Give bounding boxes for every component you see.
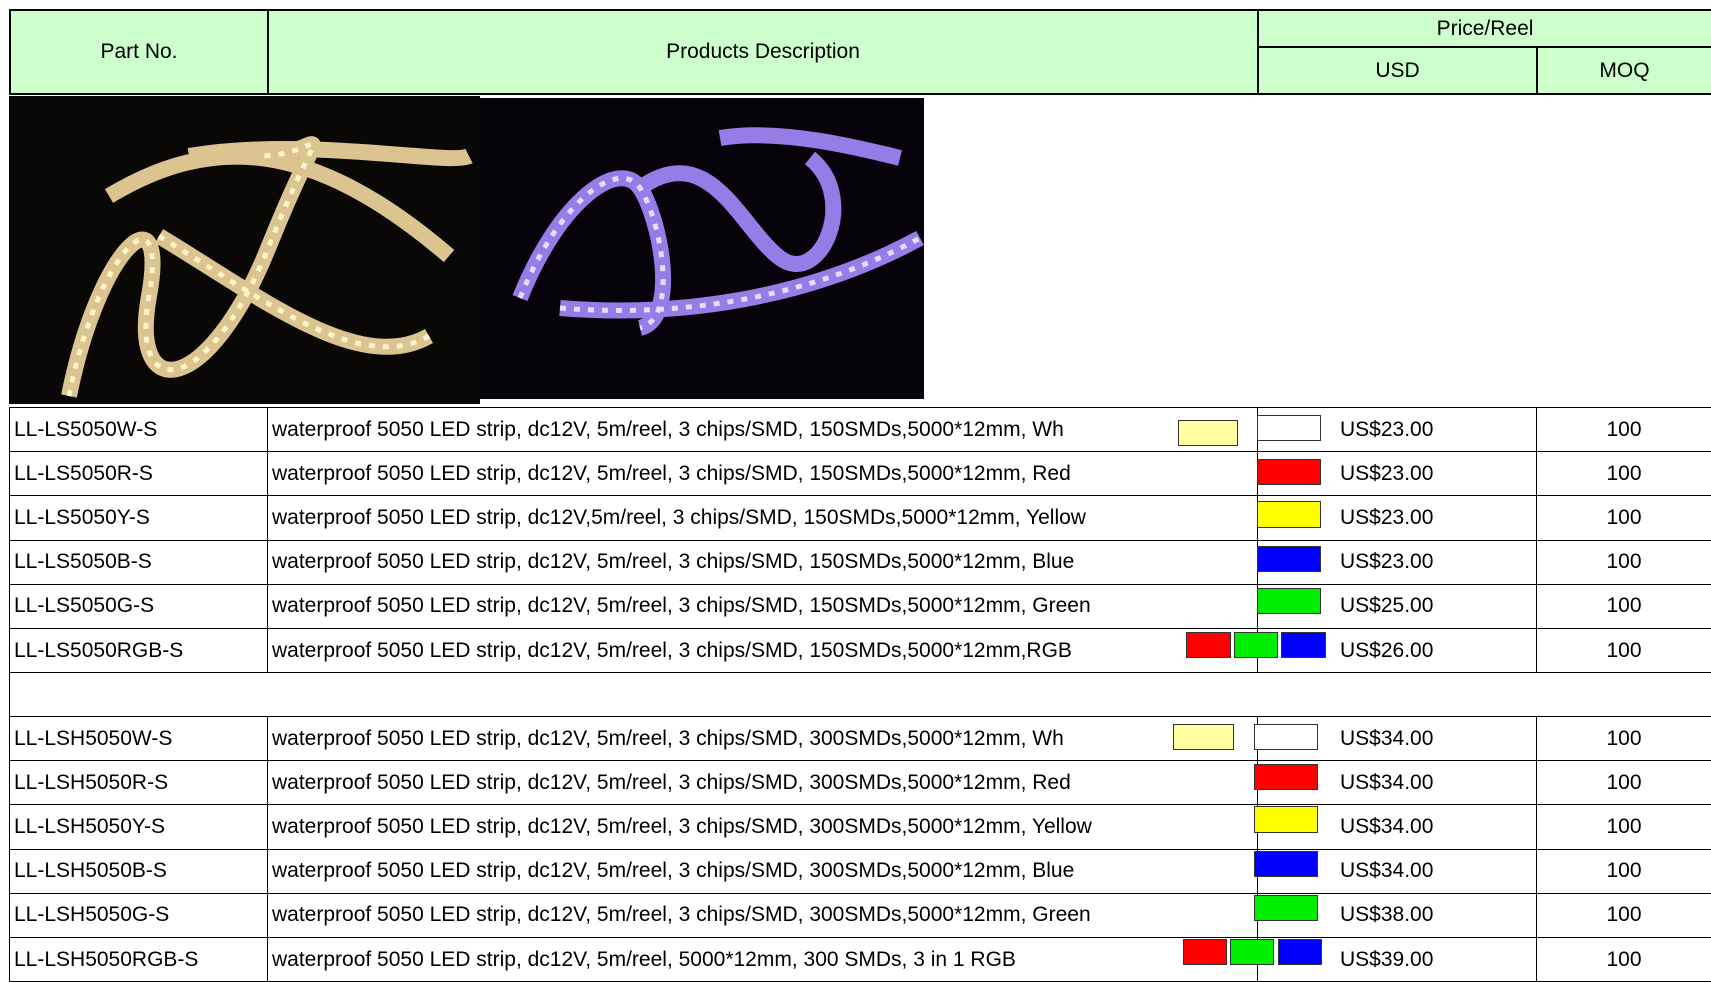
color-swatch	[1178, 420, 1238, 447]
description: waterproof 5050 LED strip, dc12V, 5m/ree…	[267, 937, 1258, 982]
description: waterproof 5050 LED strip, dc12V, 5m/ree…	[267, 628, 1258, 674]
description: waterproof 5050 LED strip, dc12V, 5m/ree…	[267, 407, 1258, 453]
moq: 100	[1536, 804, 1711, 850]
part-no: LL-LS5050B-S	[9, 539, 268, 585]
header-description: Products Description	[267, 9, 1259, 95]
color-swatch	[1186, 632, 1231, 659]
description: waterproof 5050 LED strip, dc12V, 5m/ree…	[267, 892, 1258, 938]
header-part-no: Part No.	[9, 9, 269, 95]
color-swatch	[1230, 939, 1274, 966]
color-swatch	[1257, 501, 1321, 528]
part-no: LL-LS5050R-S	[9, 451, 268, 497]
part-no: LL-LSH5050RGB-S	[9, 937, 268, 982]
header-price-reel: Price/Reel	[1257, 9, 1711, 48]
moq: 100	[1536, 407, 1711, 453]
moq: 100	[1536, 628, 1711, 674]
color-swatch	[1173, 724, 1234, 751]
product-photo-purple	[480, 98, 924, 399]
description: waterproof 5050 LED strip, dc12V,5m/reel…	[267, 495, 1258, 541]
color-swatch	[1254, 724, 1318, 751]
color-swatch	[1278, 939, 1322, 966]
description: waterproof 5050 LED strip, dc12V, 5m/ree…	[267, 451, 1258, 497]
part-no: LL-LSH5050Y-S	[9, 804, 268, 850]
product-photo-warm	[9, 96, 480, 404]
header-usd: USD	[1257, 46, 1538, 95]
moq: 100	[1536, 716, 1711, 762]
moq: 100	[1536, 760, 1711, 806]
moq: 100	[1536, 451, 1711, 497]
color-swatch	[1254, 806, 1318, 833]
color-swatch	[1257, 587, 1321, 614]
part-no: LL-LSH5050R-S	[9, 760, 268, 806]
description: waterproof 5050 LED strip, dc12V, 5m/ree…	[267, 848, 1258, 894]
part-no: LL-LSH5050W-S	[9, 716, 268, 762]
description: waterproof 5050 LED strip, dc12V, 5m/ree…	[267, 583, 1258, 629]
moq: 100	[1536, 848, 1711, 894]
color-swatch	[1257, 415, 1321, 442]
header-moq: MOQ	[1536, 46, 1711, 95]
description: waterproof 5050 LED strip, dc12V, 5m/ree…	[267, 539, 1258, 585]
part-no: LL-LS5050W-S	[9, 407, 268, 453]
part-no: LL-LS5050Y-S	[9, 495, 268, 541]
part-no: LL-LSH5050G-S	[9, 892, 268, 938]
color-swatch	[1183, 939, 1227, 966]
color-swatch	[1281, 632, 1326, 659]
part-no: LL-LS5050G-S	[9, 583, 268, 629]
color-swatch	[1254, 894, 1318, 921]
description: waterproof 5050 LED strip, dc12V, 5m/ree…	[267, 716, 1258, 762]
part-no: LL-LSH5050B-S	[9, 848, 268, 894]
description: waterproof 5050 LED strip, dc12V, 5m/ree…	[267, 760, 1258, 806]
color-swatch	[1254, 850, 1318, 877]
moq: 100	[1536, 495, 1711, 541]
moq: 100	[1536, 583, 1711, 629]
color-swatch	[1254, 764, 1318, 791]
color-swatch	[1257, 459, 1321, 486]
moq: 100	[1536, 892, 1711, 938]
part-no: LL-LS5050RGB-S	[9, 628, 268, 674]
color-swatch	[1257, 545, 1321, 572]
blank-row	[9, 672, 1711, 717]
moq: 100	[1536, 937, 1711, 982]
description: waterproof 5050 LED strip, dc12V, 5m/ree…	[267, 804, 1258, 850]
color-swatch	[1234, 632, 1278, 659]
moq: 100	[1536, 539, 1711, 585]
